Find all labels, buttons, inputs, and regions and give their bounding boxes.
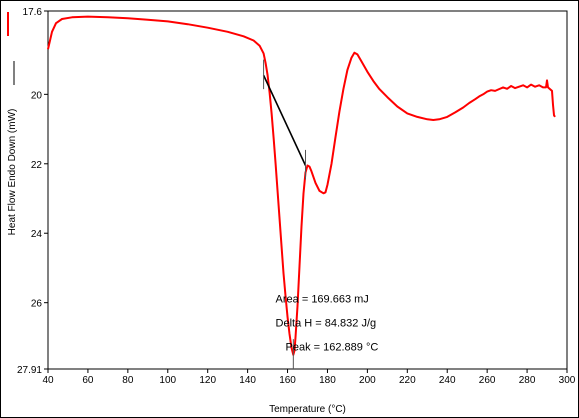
x-tick-label: 260 [479, 375, 496, 386]
x-axis-ticks: 40 60 80 100 120 140 160 180 200 220 240 260 280 300 [42, 369, 576, 386]
overlay-layer: Area = 169.663 mJ Delta H = 84.832 J/g Pea… [262, 59, 379, 369]
y-tick-label: 27.91 [17, 365, 42, 376]
series-layer [47, 15, 556, 356]
x-tick-label: 280 [519, 375, 536, 386]
y-tick-label: 24 [31, 229, 43, 240]
x-tick-label: 300 [559, 375, 576, 386]
integration-baseline [262, 74, 307, 166]
plot-area: 40 60 80 100 120 140 160 180 200 220 240 260 280 300 … [17, 7, 576, 386]
y-axis-label: Heat Flow Endo Down (mW) [7, 109, 18, 236]
y-axis-ticks: 17.6 20 22 24 26 27.91 [17, 7, 48, 376]
x-tick-label: 180 [319, 375, 336, 386]
x-tick-label: 240 [439, 375, 456, 386]
x-tick-label: 100 [159, 375, 176, 386]
peak-annotation: Delta H = 84.832 J/g [276, 317, 377, 329]
x-axis-label: Temperature (°C) [269, 404, 346, 415]
x-tick-label: 120 [199, 375, 216, 386]
x-tick-label: 140 [239, 375, 256, 386]
peak-annotation: Area = 169.663 mJ [276, 294, 369, 306]
y-tick-label: 26 [31, 299, 43, 310]
x-tick-label: 80 [122, 375, 134, 386]
legend-series-swatch [7, 12, 9, 36]
x-tick-label: 160 [279, 375, 296, 386]
heat-flow-series-line [47, 15, 556, 356]
y-tick-label: 20 [31, 90, 43, 101]
x-tick-label: 200 [359, 375, 376, 386]
x-tick-label: 40 [42, 375, 54, 386]
x-tick-label: 60 [82, 375, 94, 386]
peak-annotation: Peak = 162.889 °C [286, 342, 379, 354]
x-tick-label: 220 [399, 375, 416, 386]
plot-frame [47, 10, 568, 370]
y-tick-label: 17.6 [23, 7, 43, 18]
y-tick-label: 22 [31, 160, 43, 171]
